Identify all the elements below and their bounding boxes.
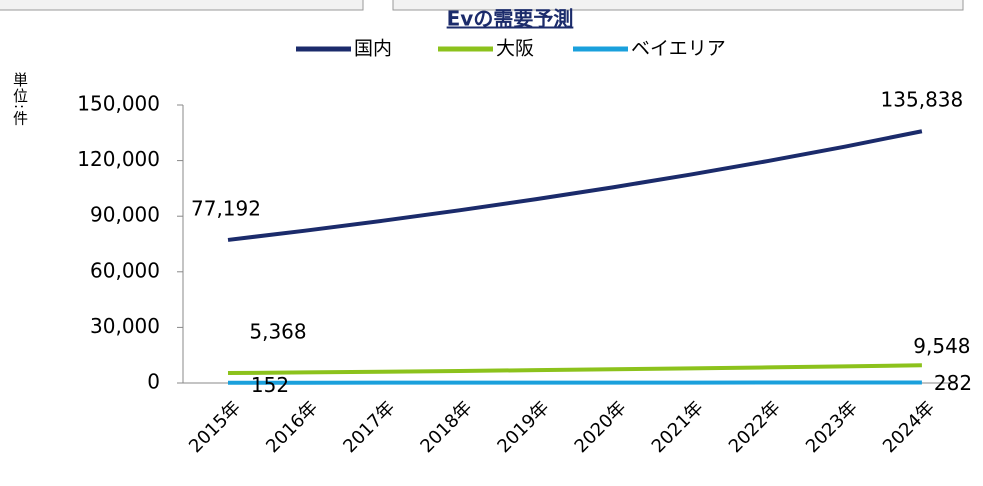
data-label: 77,192 (191, 196, 261, 220)
x-tick-label: 2020年 (571, 397, 631, 457)
y-tick-label: 0 (147, 370, 160, 394)
x-tick-label: 2023年 (802, 397, 862, 457)
y-tick-label: 60,000 (90, 258, 160, 282)
y-tick-label: 150,000 (77, 92, 160, 116)
x-tick-label: 2017年 (339, 397, 399, 457)
data-label: 5,368 (249, 320, 306, 344)
x-tick-label: 2018年 (416, 397, 476, 457)
data-label: 9,548 (913, 334, 970, 358)
series-line (228, 365, 922, 373)
y-tick-label: 90,000 (90, 203, 160, 227)
x-tick-label: 2015年 (185, 397, 245, 457)
x-tick-label: 2019年 (493, 397, 553, 457)
y-tick-label: 120,000 (77, 147, 160, 171)
data-label: 152 (251, 373, 289, 397)
x-tick-label: 2022年 (725, 397, 785, 457)
data-label: 282 (934, 371, 972, 395)
y-tick-label: 30,000 (90, 314, 160, 338)
legend-label: 国内 (354, 38, 392, 60)
x-tick-label: 2024年 (879, 397, 939, 457)
legend-label: ベイエリア (631, 38, 726, 60)
legend-label: 大阪 (496, 38, 534, 60)
x-tick-label: 2021年 (648, 397, 708, 457)
y-axis-label: 単位:件 (10, 72, 31, 126)
x-tick-label: 2016年 (262, 397, 322, 457)
series-line (228, 131, 922, 240)
data-label: 135,838 (881, 88, 964, 112)
chart-title: Evの需要予測 (447, 7, 574, 31)
panel-box (0, 0, 363, 10)
